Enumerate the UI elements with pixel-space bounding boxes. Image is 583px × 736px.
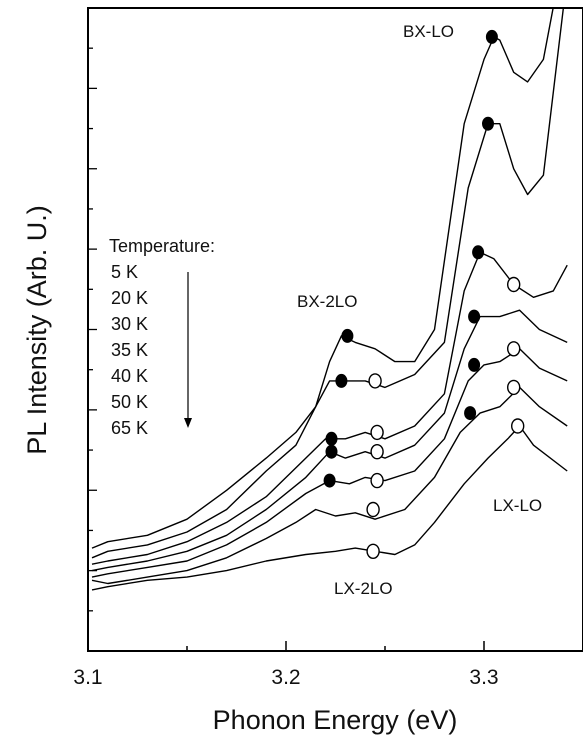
lx-peak-marker — [368, 373, 382, 389]
spectrum-line — [91, 386, 568, 585]
x-tick-label: 3.1 — [73, 666, 102, 689]
legend-entry: 30 K — [111, 314, 148, 334]
legend-entry: 5 K — [111, 262, 138, 282]
x-tick-label: 3.2 — [271, 666, 300, 689]
lx-peak-marker — [366, 501, 380, 518]
bx-peak-marker — [482, 116, 494, 131]
spectrum-line — [91, 8, 565, 559]
plot-markers — [323, 29, 525, 559]
bx-peak-marker — [468, 357, 481, 372]
lx-peak-marker — [370, 444, 384, 460]
y-axis-label: PL Intensity (Arb. U.) — [22, 205, 52, 455]
lx-peak-marker — [370, 424, 384, 441]
bx-peak-marker — [472, 245, 485, 260]
bx-peak-marker — [485, 29, 498, 44]
bx-peak-marker — [341, 328, 354, 343]
bx-peak-marker — [335, 373, 348, 388]
bx-peak-marker — [325, 444, 338, 459]
annotation-lx-2lo: LX-2LO — [334, 579, 393, 598]
bx-peak-marker — [323, 473, 336, 488]
bx-peak-marker — [325, 431, 338, 446]
spectrum-line — [91, 348, 568, 578]
lx-peak-marker — [370, 472, 384, 489]
legend-entry: 40 K — [111, 366, 148, 386]
lx-peak-marker — [511, 418, 525, 434]
annotation-bx-lo: BX-LO — [403, 22, 454, 41]
x-axis-label: Phonon Energy (eV) — [213, 705, 458, 735]
spectrum-line — [91, 8, 554, 549]
legend-entry: 50 K — [111, 392, 148, 412]
lx-peak-marker — [366, 543, 380, 559]
y-ticks — [88, 7, 97, 652]
lx-peak-marker — [507, 379, 521, 396]
annotation-bx-2lo: BX-2LO — [297, 292, 357, 311]
x-tick-label: 3.3 — [469, 666, 498, 689]
lx-peak-marker — [507, 276, 521, 293]
annotation-lx-lo: LX-LO — [493, 496, 542, 515]
lx-peak-marker — [507, 341, 521, 357]
bx-peak-marker — [468, 309, 481, 324]
legend-entry: 65 K — [111, 418, 148, 438]
legend-arrow-head — [184, 418, 192, 428]
x-ticks: 3.1 3.2 3.3 — [73, 641, 583, 689]
legend: Temperature: 5 K 20 K 30 K 35 K 40 K 50 … — [109, 236, 215, 438]
legend-entry: 20 K — [111, 288, 148, 308]
legend-title: Temperature: — [109, 236, 215, 256]
bx-peak-marker — [464, 406, 477, 421]
legend-entry: 35 K — [111, 340, 148, 360]
spectrum-line — [91, 309, 568, 572]
plot-frame — [87, 7, 583, 652]
